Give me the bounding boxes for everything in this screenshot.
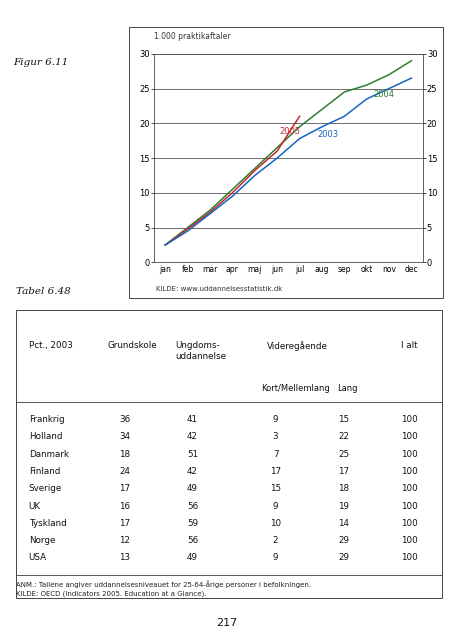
Text: 41: 41	[187, 415, 198, 424]
Text: 19: 19	[338, 502, 349, 511]
Text: 100: 100	[401, 536, 418, 545]
Text: 2005: 2005	[280, 127, 300, 136]
Text: 100: 100	[401, 433, 418, 442]
Text: 29: 29	[338, 536, 349, 545]
Text: 56: 56	[187, 502, 198, 511]
Text: Sverige: Sverige	[29, 484, 62, 493]
Text: Tabel 6.48: Tabel 6.48	[16, 287, 71, 296]
Text: 49: 49	[187, 484, 198, 493]
Text: 14: 14	[338, 519, 349, 528]
Text: Danmark: Danmark	[29, 450, 69, 459]
Text: Figur 6.11: Figur 6.11	[14, 58, 69, 67]
Text: Grundskole: Grundskole	[107, 341, 157, 350]
Text: 100: 100	[401, 502, 418, 511]
Text: 42: 42	[187, 467, 198, 476]
Text: 2004: 2004	[373, 90, 395, 99]
Text: KILDE: OECD (Indicators 2005. Education at a Glance).: KILDE: OECD (Indicators 2005. Education …	[16, 591, 207, 597]
Text: 25: 25	[338, 450, 349, 459]
Text: Pct., 2003: Pct., 2003	[29, 341, 72, 350]
Text: 49: 49	[187, 554, 198, 563]
Text: 2: 2	[273, 536, 278, 545]
Text: 10: 10	[270, 519, 281, 528]
Text: 3: 3	[273, 433, 279, 442]
Text: 9: 9	[273, 502, 278, 511]
Text: 22: 22	[338, 433, 349, 442]
Text: 2003: 2003	[318, 130, 338, 140]
Text: 36: 36	[119, 415, 130, 424]
Text: I alt: I alt	[401, 341, 418, 350]
Text: 34: 34	[119, 433, 130, 442]
Text: 42: 42	[187, 433, 198, 442]
Text: 18: 18	[338, 484, 349, 493]
Text: UK: UK	[29, 502, 41, 511]
Text: 13: 13	[119, 554, 130, 563]
Text: Ungdoms-
uddannelse: Ungdoms- uddannelse	[176, 341, 226, 362]
Text: Norge: Norge	[29, 536, 55, 545]
Text: 17: 17	[119, 519, 130, 528]
Text: 15: 15	[270, 484, 281, 493]
Text: 51: 51	[187, 450, 198, 459]
Text: Indgåede praktikaftaler: Indgåede praktikaftaler	[137, 33, 295, 47]
Text: 1.000 praktikaftaler: 1.000 praktikaftaler	[154, 32, 231, 41]
Text: 100: 100	[401, 415, 418, 424]
Text: 17: 17	[270, 467, 281, 476]
Text: 12: 12	[119, 536, 130, 545]
Text: Videregående: Videregående	[266, 341, 328, 351]
Text: 15: 15	[338, 415, 349, 424]
Text: Befolkningens højeste uddannelsesniveau: Befolkningens højeste uddannelsesniveau	[24, 317, 273, 328]
Text: 100: 100	[401, 519, 418, 528]
Text: 9: 9	[273, 554, 278, 563]
Text: 100: 100	[401, 554, 418, 563]
Text: USA: USA	[29, 554, 47, 563]
Text: Frankrig: Frankrig	[29, 415, 64, 424]
Text: 16: 16	[119, 502, 130, 511]
Text: Kort/Mellemlang: Kort/Mellemlang	[260, 383, 329, 392]
Text: Tyskland: Tyskland	[29, 519, 67, 528]
Text: Holland: Holland	[29, 433, 62, 442]
Text: Finland: Finland	[29, 467, 60, 476]
Text: Lang: Lang	[337, 383, 358, 392]
Text: KILDE: www.uddannelsesstatistik.dk: KILDE: www.uddannelsesstatistik.dk	[156, 287, 283, 292]
Text: 56: 56	[187, 536, 198, 545]
Text: 9: 9	[273, 415, 278, 424]
Text: 17: 17	[338, 467, 349, 476]
Text: 7: 7	[273, 450, 279, 459]
Text: 24: 24	[119, 467, 130, 476]
Text: 100: 100	[401, 484, 418, 493]
Text: 18: 18	[119, 450, 130, 459]
Text: 100: 100	[401, 467, 418, 476]
Text: 59: 59	[187, 519, 198, 528]
Text: 29: 29	[338, 554, 349, 563]
Text: 100: 100	[401, 450, 418, 459]
Text: ANM.: Tallene angiver uddannelsesniveauet for 25-64-årige personer i befolkninge: ANM.: Tallene angiver uddannelsesniveaue…	[16, 580, 311, 588]
Text: 217: 217	[216, 618, 237, 628]
Text: 17: 17	[119, 484, 130, 493]
